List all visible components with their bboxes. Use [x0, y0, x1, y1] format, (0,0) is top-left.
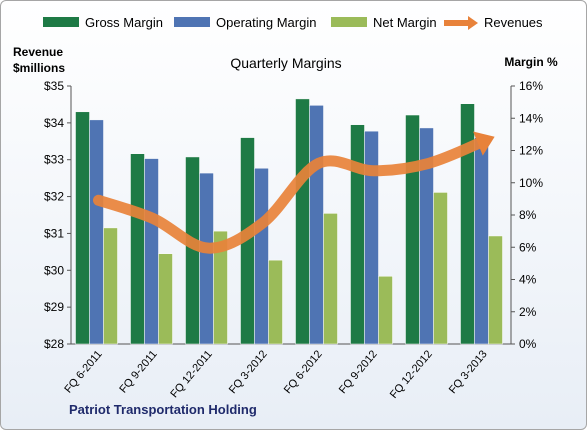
legend-label: Net Margin [373, 15, 437, 30]
x-tick-label: FQ 3-2012 [227, 348, 270, 396]
bar-gross-margin [460, 103, 475, 345]
right-tick-label: 12% [519, 144, 543, 158]
bar-operating-margin [309, 105, 324, 345]
left-tick-label: $35 [44, 79, 64, 93]
bar-operating-margin [474, 137, 489, 345]
left-tick-label: $30 [44, 263, 64, 277]
right-tick-label: 10% [519, 176, 543, 190]
bar-net-margin [378, 276, 393, 345]
x-tick-label: FQ 12-2011 [168, 348, 214, 400]
legend-arrow [468, 16, 478, 30]
plot-area: $28 $29 $30 $31 $32 $33 $34 $35 0% 2% 4% 6% 8% 10% 12%… [44, 79, 543, 401]
left-tick-label: $34 [44, 116, 64, 130]
bar-net-margin [213, 230, 228, 345]
left-tick-label: $28 [44, 337, 64, 351]
x-tick-label: FQ 12-2012 [388, 348, 435, 401]
x-tick-label: FQ 9-2012 [337, 348, 380, 396]
right-tick-label: 0% [519, 337, 537, 351]
right-tick-label: 2% [519, 305, 537, 319]
legend-swatch-gross-margin [43, 17, 79, 27]
bar-net-margin [323, 213, 338, 345]
x-tick-label: FQ 3-2013 [447, 348, 490, 396]
revenue-line [93, 135, 489, 254]
bar-gross-margin [75, 111, 90, 345]
left-axis-title-line2: $millions [13, 61, 65, 75]
bar-net-margin [488, 235, 503, 345]
bar-operating-margin [254, 167, 269, 345]
revenue-line-arrowhead [473, 131, 495, 156]
chart-title: Quarterly Margins [230, 55, 341, 71]
left-axis-title-line1: Revenue [13, 45, 63, 59]
x-tick-label: FQ 6-2012 [282, 348, 325, 396]
legend-swatch-operating-margin [174, 17, 210, 27]
bar-net-margin [158, 253, 173, 345]
right-tick-label: 8% [519, 208, 537, 222]
left-tick-label: $33 [44, 153, 64, 167]
bar-gross-margin [295, 98, 310, 345]
bar-operating-margin [199, 172, 214, 345]
legend-label: Gross Margin [85, 15, 163, 30]
right-tick-label: 4% [519, 273, 537, 287]
right-tick-label: 6% [519, 240, 537, 254]
left-tick-label: $32 [44, 190, 64, 204]
right-axis-title: Margin % [504, 55, 558, 69]
right-tick-label: 16% [519, 79, 543, 93]
bar-operating-margin [364, 130, 379, 345]
bar-gross-margin [405, 114, 420, 345]
bar-gross-margin [350, 124, 365, 345]
legend-label: Revenues [484, 15, 543, 30]
x-tick-label: FQ 9-2011 [117, 348, 159, 395]
right-tick-label: 14% [519, 111, 543, 125]
bar-operating-margin [89, 119, 104, 345]
company-name: Patriot Transportation Holding [69, 402, 257, 417]
x-tick-label: FQ 6-2011 [62, 348, 104, 395]
bar-net-margin [103, 227, 118, 345]
legend-label: Operating Margin [216, 15, 316, 30]
bar-gross-margin [130, 153, 145, 345]
bar-net-margin [268, 259, 283, 345]
left-tick-label: $31 [44, 226, 64, 240]
left-tick-label: $29 [44, 300, 64, 314]
legend-swatch-net-margin [331, 17, 367, 27]
legend: Gross Margin Operating Margin Net Margin Re… [43, 15, 543, 30]
bar-operating-margin [144, 158, 159, 345]
bar-net-margin [433, 192, 448, 345]
